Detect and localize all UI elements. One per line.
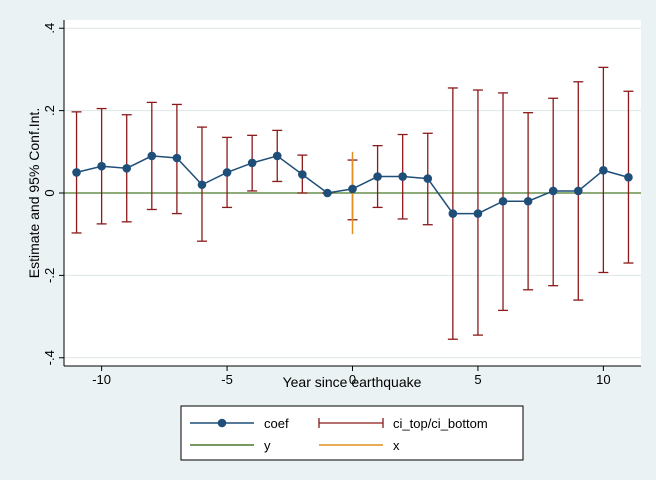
legend-box: [180, 405, 524, 461]
coef-point: [423, 174, 433, 183]
x-axis-label: Year since earthquake: [283, 374, 422, 390]
y-tick-label: .2: [42, 105, 57, 116]
coef-point: [147, 151, 157, 161]
y-tick-label: .4: [42, 23, 57, 34]
series-layer: [64, 66, 641, 340]
coef-point: [398, 172, 407, 181]
y-tick-label: -.4: [42, 350, 57, 365]
y-tick-label: 0: [42, 189, 57, 196]
coef-point: [573, 186, 583, 196]
x-tick-label: -5: [221, 372, 233, 387]
coef-point: [599, 166, 608, 175]
coef-point: [473, 209, 483, 218]
y-tick-label: -.2: [42, 268, 57, 283]
coef-point: [323, 188, 332, 198]
coef-point: [373, 172, 382, 181]
y-axis-label: Estimate and 95% Conf.Int.: [26, 108, 42, 278]
coef-point: [272, 151, 282, 161]
coef-point: [97, 161, 106, 171]
coef-point: [222, 168, 232, 177]
axes: -.4 -.2 0 .2 .4 -10 -5 0 5 10: [42, 20, 641, 387]
legend-marker-coef: [217, 418, 227, 428]
legend-label: coef: [264, 416, 289, 431]
x-tick-label: 10: [596, 372, 610, 387]
coef-point: [197, 180, 207, 190]
coef-point: [548, 186, 558, 196]
coef-point: [72, 168, 81, 177]
legend-label: ci_top/ci_bottom: [393, 416, 488, 431]
x-tick-label: -10: [92, 372, 111, 387]
x-tick-label: 0: [349, 372, 356, 387]
coef-point: [624, 173, 633, 182]
coef-point: [172, 153, 182, 163]
coef-point: [348, 184, 357, 194]
legend-label: x: [393, 438, 400, 453]
coef-point: [448, 209, 458, 218]
coef-point: [523, 196, 533, 206]
legend-label: y: [264, 438, 271, 453]
coef-point: [498, 196, 508, 206]
x-tick-label: 5: [474, 372, 481, 387]
coef-point: [122, 163, 132, 173]
coef-point: [247, 158, 257, 168]
coef-point: [298, 170, 307, 179]
